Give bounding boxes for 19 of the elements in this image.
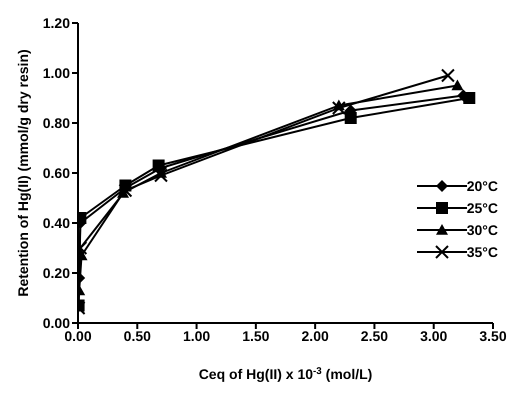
legend-label: 20°C	[466, 178, 498, 194]
x-tick-label: 3.50	[479, 328, 507, 344]
y-tick-label: 0.80	[42, 114, 70, 131]
y-tick-label: 1.00	[42, 64, 70, 81]
y-tick-label: 0.20	[42, 264, 70, 281]
x-tick-label: 1.00	[182, 328, 210, 344]
legend-label: 25°C	[466, 200, 498, 216]
y-tick-label: 0.60	[42, 164, 70, 181]
legend-label: 30°C	[466, 222, 498, 238]
x-tick-label: 2.50	[360, 328, 388, 344]
y-tick-label: 0.40	[42, 214, 70, 231]
y-tick-label: 1.20	[42, 14, 70, 31]
x-tick-label: 1.50	[242, 328, 270, 344]
legend-label: 35°C	[466, 244, 498, 260]
y-axis-title: Retention of Hg(II) (mmol/g dry resin)	[14, 49, 31, 297]
x-tick-label: 0.50	[124, 328, 152, 344]
x-tick-label: 3.00	[420, 328, 448, 344]
x-axis-title: Ceq of Hg(II) x 10$^{-3}$ (mol/L)	[198, 366, 372, 382]
x-tick-label: 2.00	[302, 328, 329, 344]
